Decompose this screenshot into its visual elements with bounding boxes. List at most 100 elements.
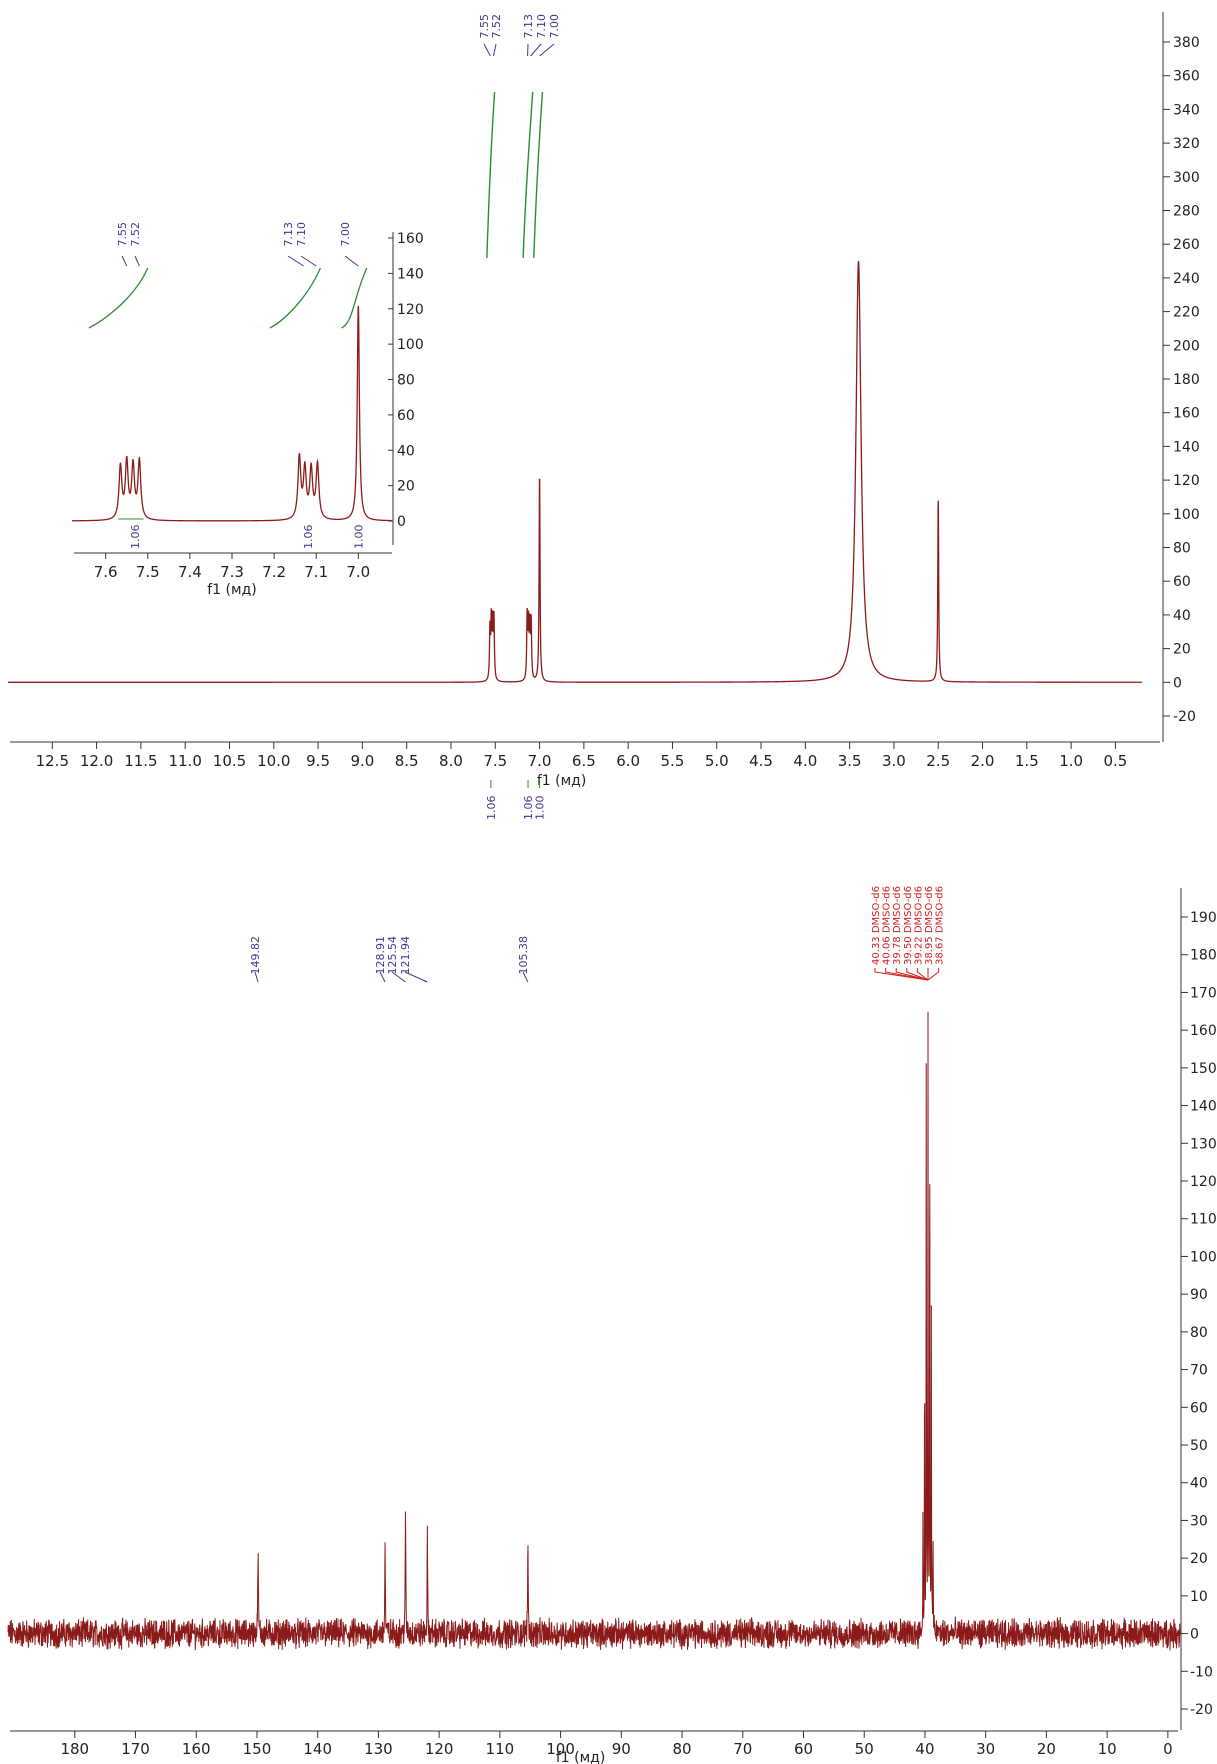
h1-integral-value: 1.06 <box>485 796 498 821</box>
c13-peak-label: 121.94 <box>399 936 412 975</box>
c13-x-tick-label: 60 <box>794 1740 813 1758</box>
c13-x-tick-label: 150 <box>243 1740 272 1758</box>
inset-integral-value: 1.00 <box>352 525 365 550</box>
h1-y-tick-label: 380 <box>1173 35 1200 51</box>
h1-spectrum-trace <box>8 260 1142 683</box>
c13-peak-label-leader <box>379 971 386 983</box>
h1-x-tick-label: 12.0 <box>80 752 113 770</box>
c13-x-tick-label: 160 <box>182 1740 211 1758</box>
h1-x-tick-label: 3.5 <box>838 752 862 770</box>
c13-x-tick-label: 130 <box>364 1740 393 1758</box>
inset-peak-label-leader <box>121 255 128 267</box>
inset-peak-label-leader <box>134 255 140 267</box>
h1-y-tick-label: 0 <box>1173 675 1182 691</box>
inset-x-tick-label: 7.0 <box>346 563 370 581</box>
c13-x-tick-label: 20 <box>1037 1740 1056 1758</box>
c13-y-tick-label: 100 <box>1190 1249 1217 1265</box>
c13-y-tick-label: -20 <box>1190 1702 1213 1718</box>
h1-y-tick-label: 140 <box>1173 439 1200 455</box>
c13-solvent-label: 38.95 DMSO-d6 <box>924 886 935 965</box>
inset-x-tick-label: 7.1 <box>304 563 328 581</box>
h1-x-tick-label: 5.0 <box>705 752 729 770</box>
h1-y-tick-label: 260 <box>1173 237 1200 253</box>
h1-y-tick-label: 220 <box>1173 305 1200 321</box>
h1-peak-label-leader <box>493 43 497 57</box>
c13-y-tick-label: 190 <box>1190 910 1217 926</box>
inset-integral-curve <box>341 267 368 329</box>
c13-y-tick-label: 20 <box>1190 1551 1208 1567</box>
c13-x-tick-label: 30 <box>976 1740 995 1758</box>
h1-x-tick-label: 11.5 <box>124 752 157 770</box>
h1-x-tick-label: 8.0 <box>439 752 463 770</box>
h1-y-tick-label: 340 <box>1173 102 1200 118</box>
c13-x-tick-label: 50 <box>855 1740 874 1758</box>
c13-y-tick-label: 170 <box>1190 985 1217 1001</box>
c13-solvent-label: 40.06 DMSO-d6 <box>882 886 893 965</box>
h1-y-tick-label: 80 <box>1173 541 1191 557</box>
h1-x-tick-label: 6.0 <box>616 752 640 770</box>
c13-x-tick-label: 10 <box>1098 1740 1117 1758</box>
c13-peak-label: 105.38 <box>517 936 530 975</box>
h1-y-tick-label: 300 <box>1173 170 1200 186</box>
c13-x-tick-label: 80 <box>673 1740 692 1758</box>
c13-peak-label: 125.54 <box>386 936 399 975</box>
c13-spectrum-trace <box>7 1011 1181 1651</box>
c13-solvent-label: 39.78 DMSO-d6 <box>892 886 903 965</box>
h1-x-tick-label: 7.0 <box>528 752 552 770</box>
h1-peak-label: 7.55 <box>478 14 491 39</box>
c13-solvent-leader <box>906 968 929 981</box>
inset-peak-label: 7.00 <box>339 222 352 247</box>
h1-peak-label: 7.00 <box>548 14 561 39</box>
h1-y-tick-label: 200 <box>1173 338 1200 354</box>
h1-peak-label: 7.10 <box>535 14 548 39</box>
inset-y-tick-label: 80 <box>397 373 415 389</box>
c13-x-tick-label: 100 <box>546 1740 575 1758</box>
inset-x-tick-label: 7.4 <box>178 563 202 581</box>
c13-solvent-label: 40.33 DMSO-d6 <box>871 886 882 965</box>
h1-y-tick-label: 240 <box>1173 271 1200 287</box>
c13-y-tick-label: 70 <box>1190 1363 1208 1379</box>
inset-y-tick-label: 160 <box>397 231 424 247</box>
c13-peak-label-leader <box>254 971 259 983</box>
h1-x-tick-label: 12.5 <box>36 752 69 770</box>
inset-x-axis-title: f1 (мд) <box>207 582 256 598</box>
c13-y-tick-label: 0 <box>1190 1627 1199 1643</box>
h1-x-tick-label: 11.0 <box>168 752 201 770</box>
c13-y-tick-label: 130 <box>1190 1136 1217 1152</box>
h1-y-tick-label: 320 <box>1173 136 1200 152</box>
inset-y-tick-label: 20 <box>397 479 415 495</box>
c13-x-tick-label: 140 <box>303 1740 332 1758</box>
inset-x-tick-label: 7.6 <box>94 563 118 581</box>
c13-y-tick-label: 10 <box>1190 1589 1208 1605</box>
inset-peak-label-leader <box>287 255 304 267</box>
inset-spectrum-trace <box>72 305 393 522</box>
c13-y-tick-label: 80 <box>1190 1325 1208 1341</box>
h1-integral-curve <box>522 91 534 259</box>
h1-peak-label-leader <box>539 43 555 57</box>
inset-peak-label: 7.10 <box>295 222 308 247</box>
h1-y-tick-label: 280 <box>1173 204 1200 220</box>
c13-x-tick-label: 70 <box>733 1740 752 1758</box>
c13-peak-label: 128.91 <box>374 936 387 975</box>
c13-x-tick-label: 40 <box>915 1740 934 1758</box>
h1-y-tick-label: -20 <box>1173 709 1196 725</box>
h1-peak-label: 7.13 <box>522 14 535 39</box>
h1-x-tick-label: 3.0 <box>882 752 906 770</box>
inset-x-tick-label: 7.3 <box>220 563 244 581</box>
c13-x-tick-label: 90 <box>612 1740 631 1758</box>
h1-y-tick-label: 100 <box>1173 507 1200 523</box>
h1-y-tick-label: 160 <box>1173 406 1200 422</box>
inset-y-tick-label: 120 <box>397 302 424 318</box>
inset-peak-label: 7.13 <box>282 222 295 247</box>
c13-y-tick-label: 120 <box>1190 1174 1217 1190</box>
c13-x-tick-label: 180 <box>60 1740 89 1758</box>
h1-inset-spectrum: 0 20 40 60 80 100 120 140 160 7.6 7.5 7.4 7.3 7.2 7.1 7… <box>72 222 424 598</box>
inset-integral-curve <box>88 267 149 329</box>
h1-x-tick-label: 10.0 <box>257 752 290 770</box>
h1-integral-curve <box>486 91 496 259</box>
c13-solvent-label: 39.50 DMSO-d6 <box>903 886 914 965</box>
inset-y-tick-label: 40 <box>397 443 415 459</box>
inset-integral-value: 1.06 <box>302 525 315 550</box>
h1-x-tick-label: 1.0 <box>1059 752 1083 770</box>
